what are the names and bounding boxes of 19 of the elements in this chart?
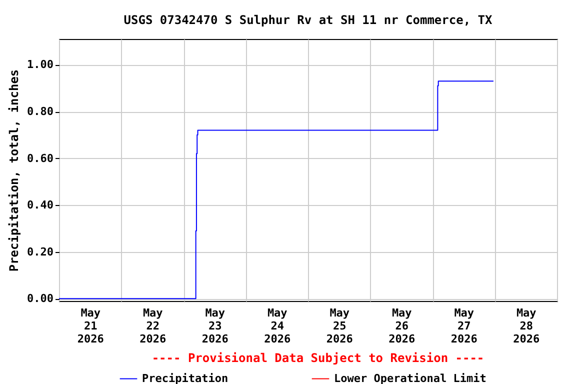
y-tick-label: 0.20 <box>27 245 54 258</box>
text: ---- Provisional Data Subject to Revision ---- <box>152 351 484 365</box>
x-tick-label: May 23 2026 <box>202 306 229 346</box>
y-tick-label: 0.60 <box>27 152 54 165</box>
x-tick-label: May 26 2026 <box>388 306 416 346</box>
legend-label: Precipitation <box>142 372 228 384</box>
x-tick-label: May 25 2026 <box>326 306 354 346</box>
x-tick-label: May 28 2026 <box>513 306 540 346</box>
y-tick-label: 0.80 <box>27 105 54 118</box>
x-tick-label: May 27 2026 <box>450 306 478 346</box>
y-tick-label: 1.00 <box>27 58 54 72</box>
x-tick-label: May 21 2026 <box>77 306 104 346</box>
legend-label: Lower Operational Limit <box>334 372 486 384</box>
y-tick-label: 0.00 <box>27 292 54 306</box>
chart-title: USGS 07342470 S Sulphur Rv at SH 11 nr Commerce, TX <box>124 13 493 27</box>
x-tick-label: May 24 2026 <box>264 306 291 346</box>
x-tick-label: May 22 2026 <box>140 306 166 346</box>
y-axis-title: Precipitation, total, inches <box>7 69 22 272</box>
y-tick-label: 0.40 <box>27 198 54 212</box>
